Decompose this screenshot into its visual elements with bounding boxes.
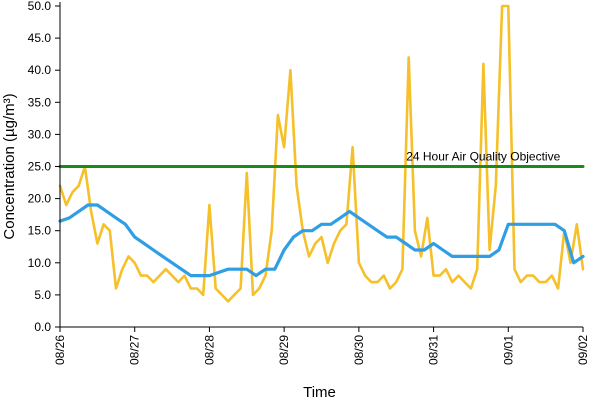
x-tick-label: 09/01	[501, 335, 515, 365]
y-tick-label: 10.0	[28, 256, 52, 270]
y-tick-label: 30.0	[28, 127, 52, 141]
y-tick-label: 20.0	[28, 192, 52, 206]
pm-hourly-line	[58, 4, 585, 303]
x-tick-label: 08/29	[277, 335, 291, 365]
y-tick-label: 15.0	[28, 224, 52, 238]
axes	[55, 2, 584, 332]
y-tick-label: 5.0	[34, 288, 51, 302]
y-tick-label: 45.0	[28, 31, 52, 45]
plot-area	[58, 4, 585, 303]
y-tick-label: 40.0	[28, 63, 52, 77]
y-tick-label: 25.0	[28, 160, 52, 174]
x-axis-title: Time	[303, 384, 336, 400]
x-tick-label: 08/26	[53, 335, 67, 365]
y-axis-title: Concentration (µg/m³)	[1, 93, 18, 239]
x-tick-label: 08/28	[202, 335, 216, 365]
x-tick-label: 09/02	[576, 335, 590, 365]
y-tick-label: 35.0	[28, 95, 52, 109]
y-tick-label: 0.0	[34, 320, 51, 334]
x-tick-label: 08/31	[427, 335, 441, 365]
objective-annotation: 24 Hour Air Quality Objective	[406, 150, 560, 164]
x-tick-label: 08/27	[128, 335, 142, 365]
x-tick-label: 08/30	[352, 335, 366, 365]
y-tick-label: 50.0	[28, 0, 52, 13]
pm-24h-average-line	[58, 203, 585, 278]
